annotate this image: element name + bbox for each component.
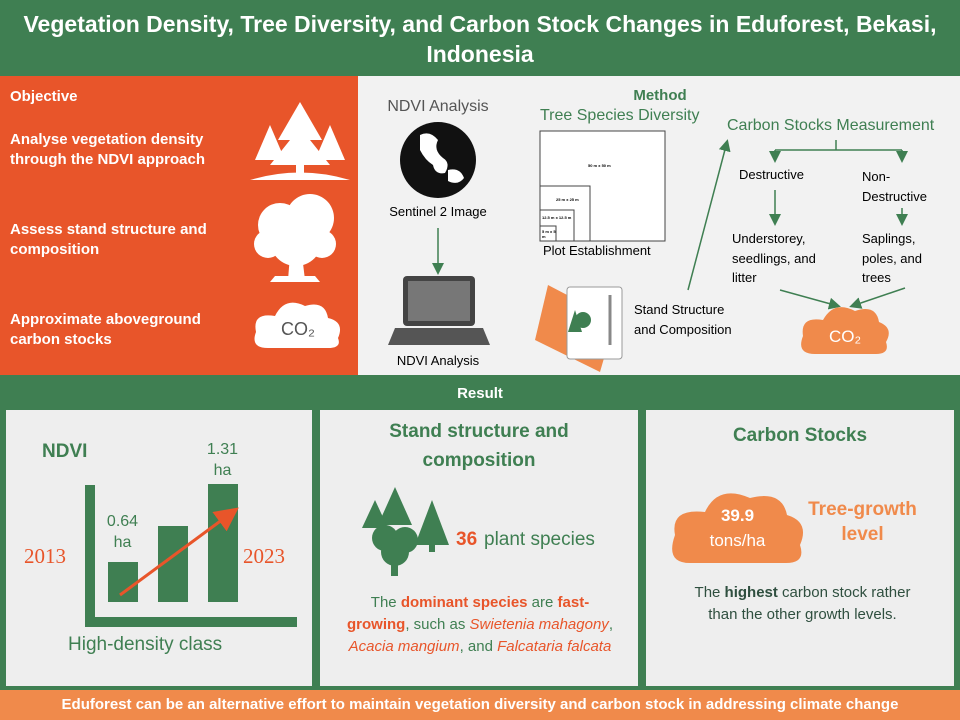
text-segment: The [370, 594, 401, 611]
plot-size: 12.5 m x 12.5 m [542, 215, 572, 220]
level-label: Tree-growth level [808, 499, 917, 545]
tree-icon [250, 102, 350, 180]
text-segment: dominant species [400, 594, 528, 611]
tree-icon [568, 310, 582, 332]
year-label: 2023 [243, 544, 285, 568]
plot-size: 25 m x 25 m [556, 197, 579, 202]
value: 39.9 [720, 506, 755, 525]
method-title: Carbon Stocks Measurement [727, 117, 935, 134]
objective-item: Approximate aboveground carbon stocks [10, 311, 201, 348]
objective-item: Assess stand structure and composition [10, 221, 207, 258]
text-segment: Swietenia mahagony [469, 615, 609, 633]
panel-title: Stand structure and composition [389, 421, 569, 471]
method-label: Understorey, seedlings, and litter [732, 231, 816, 285]
text-segment: , such as [405, 615, 470, 633]
chart-axes [85, 485, 297, 627]
count-label: plant species [484, 529, 595, 550]
year-label: 2013 [24, 544, 66, 568]
arrow [687, 139, 731, 291]
text-segment: fast-growing [347, 594, 590, 633]
method-label: Destructive [739, 167, 805, 182]
description: The highest carbon stock rather than the… [680, 582, 925, 626]
method-label: NDVI Analysis [396, 353, 480, 368]
section-heading: Method [633, 87, 687, 104]
plot-size: 50 m x 50 m [588, 163, 611, 168]
tree-icon [362, 487, 449, 576]
panel-title: NDVI [42, 441, 88, 462]
count: 36 [456, 529, 478, 550]
footer-text: Eduforest can be an alternative effort t… [61, 696, 899, 713]
text-segment: , and [459, 637, 498, 655]
text-segment: carbon stock rather than the other growt… [708, 584, 911, 623]
section-heading: Result [457, 385, 503, 402]
plot-size: 5 m x 5 m [542, 229, 556, 240]
cloud-icon [254, 302, 341, 348]
text-segment: highest [724, 584, 778, 601]
section-heading: Objective [10, 88, 78, 105]
objective-item: Analyse vegetation density through the N… [10, 131, 205, 168]
value-label: 0.64 ha [106, 513, 139, 551]
method-label: Sentinel 2 Image [389, 204, 487, 219]
plot-squares [539, 130, 666, 242]
method-label: Stand Structure and Composition [634, 302, 732, 337]
result-panel [320, 410, 638, 686]
trend-arrow [119, 507, 239, 597]
title: Vegetation Density, Tree Diversity, and … [23, 11, 937, 67]
tree-icon [254, 194, 336, 282]
footer-bar [0, 690, 960, 720]
method-label: Plot Establishment [543, 243, 651, 258]
method-label: Non-Destructive [862, 169, 928, 204]
icon-label: CO₂ [828, 327, 862, 346]
panel-title: Carbon Stocks [732, 425, 868, 446]
branch-lines [769, 140, 908, 310]
icon-label: CO₂ [281, 319, 315, 339]
text-segment: Acacia mangium [348, 637, 460, 655]
globe-land [420, 133, 464, 183]
caption: High-density class [68, 634, 223, 655]
description: The dominant species are fast-growing, s… [345, 592, 615, 657]
cloud-icon [672, 493, 804, 563]
method-title: NDVI Analysis [387, 98, 489, 115]
text-segment: , [608, 615, 613, 633]
laptop-base [388, 328, 490, 345]
laptop-screen [408, 281, 470, 321]
method-title: Tree Species Diversity [540, 107, 700, 124]
bar-icon [208, 484, 238, 602]
cloud-icon [801, 307, 889, 354]
clipboard-icon [566, 286, 623, 360]
text-segment: The [694, 584, 725, 601]
method-label: Saplings, poles, and trees [862, 231, 922, 285]
text-segment: Falcataria falcata [497, 637, 612, 655]
bar-icon [108, 562, 138, 602]
unit: tons/ha [709, 531, 766, 550]
value-label: 1.31 ha [206, 441, 239, 479]
text-segment: are [527, 594, 558, 611]
